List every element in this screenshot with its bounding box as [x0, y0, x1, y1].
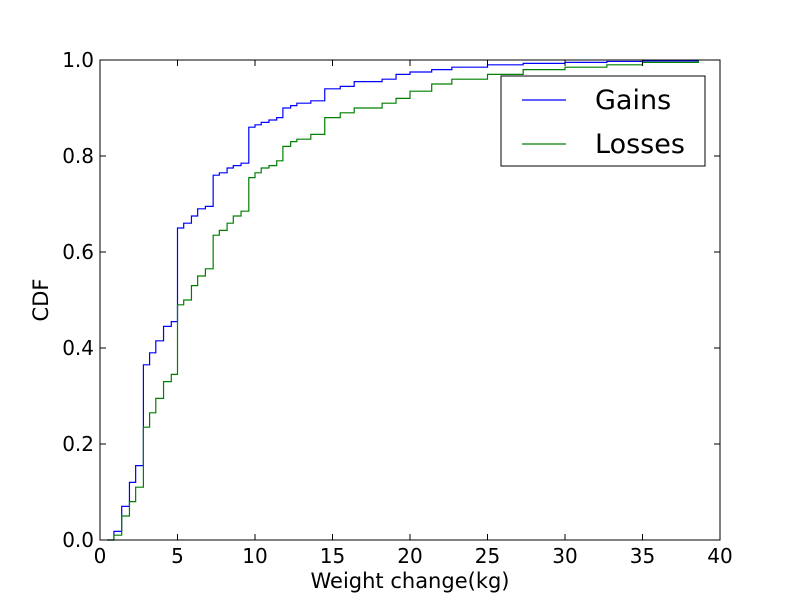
x-tick-label: 35 — [630, 544, 655, 568]
x-tick-label: 0 — [94, 544, 107, 568]
y-tick-label: 1.0 — [62, 48, 94, 72]
x-tick-label: 25 — [475, 544, 500, 568]
y-tick-label: 0.4 — [62, 336, 94, 360]
y-tick-label: 0.6 — [62, 240, 94, 264]
x-tick-label: 40 — [707, 544, 732, 568]
series-layer — [106, 60, 699, 541]
series-line-losses — [106, 60, 699, 541]
ticks-layer: 0 5 10 15 20 25 30 35 40 0.0 0.2 0.4 0.6 0.8 1.0 — [62, 48, 733, 568]
x-tick-label: 5 — [171, 544, 184, 568]
x-tick-label: 20 — [397, 544, 422, 568]
legend-gains-label: Gains — [595, 85, 671, 116]
x-tick-label: 30 — [552, 544, 577, 568]
x-tick-label: 10 — [242, 544, 267, 568]
legend-box — [500, 75, 706, 167]
y-tick-label: 0.0 — [62, 528, 94, 552]
y-axis-label: CDF — [29, 279, 53, 322]
x-axis-label: Weight change(kg) — [311, 569, 510, 593]
legend: Gains Losses — [500, 75, 706, 167]
y-tick-label: 0.8 — [62, 144, 94, 168]
y-tick-label: 0.2 — [62, 432, 94, 456]
series-line-gains — [106, 60, 699, 541]
x-tick-label: 15 — [320, 544, 345, 568]
legend-losses-label: Losses — [595, 129, 685, 160]
